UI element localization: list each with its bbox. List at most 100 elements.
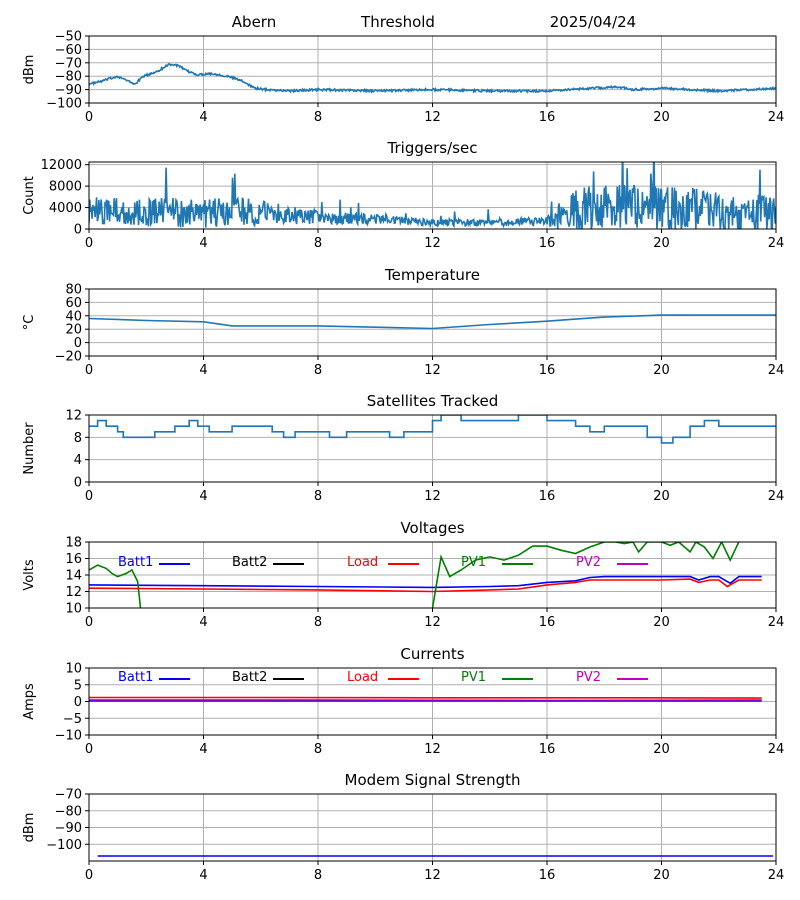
x-tick-label: 4 bbox=[199, 742, 207, 757]
x-tick-label: 0 bbox=[85, 868, 93, 883]
y-tick-label: 40 bbox=[65, 309, 82, 324]
y-tick-label: 12 bbox=[65, 585, 82, 600]
panel-satellites: 0 4 8 12 16 20 24 0 4 8 12 Satellites Tracked Number bbox=[22, 392, 784, 504]
panel-modem: 0 4 8 12 16 20 24 −100 −90 −80−70 Modem Signal Str… bbox=[22, 771, 784, 883]
x-tick-label: 16 bbox=[539, 868, 556, 883]
series-line-pv1 bbox=[431, 542, 740, 608]
series-line-pv1 bbox=[89, 564, 142, 608]
chart-title: Voltages bbox=[400, 519, 464, 537]
y-tick-label: 16 bbox=[65, 552, 82, 567]
series-line-batt1 bbox=[89, 575, 762, 589]
x-tick-label: 24 bbox=[768, 110, 785, 125]
series-line-load bbox=[89, 696, 762, 699]
panel-threshold: 0 4 8 12 16 20 24 −100−90−80−70−60−50 dBm bbox=[22, 30, 784, 126]
x-tick-label: 4 bbox=[199, 236, 207, 251]
x-tick-label: 12 bbox=[424, 110, 441, 125]
y-tick-label: 10 bbox=[65, 602, 82, 617]
y-tick-label: −80 bbox=[55, 70, 82, 85]
x-tick-label: 16 bbox=[539, 110, 556, 125]
legend-label-pv1: PV1 bbox=[461, 670, 486, 685]
x-tick-label: 8 bbox=[314, 615, 322, 630]
y-tick-label: 14 bbox=[65, 569, 82, 584]
y-tick-label: 0 bbox=[74, 695, 82, 710]
x-tick-label: 8 bbox=[314, 363, 322, 378]
x-tick-label: 24 bbox=[768, 615, 785, 630]
x-tick-label: 8 bbox=[314, 489, 322, 504]
x-tick-label: 0 bbox=[85, 615, 93, 630]
x-tick-label: 20 bbox=[653, 110, 670, 125]
mode-label: Threshold bbox=[360, 13, 435, 31]
legend-label-batt1: Batt1 bbox=[118, 555, 153, 570]
series-line-temperature bbox=[89, 314, 776, 330]
y-tick-label: 10 bbox=[65, 662, 82, 677]
x-tick-label: 16 bbox=[539, 742, 556, 757]
x-tick-label: 8 bbox=[314, 868, 322, 883]
chart-title: Satellites Tracked bbox=[367, 392, 498, 410]
y-tick-label: 5 bbox=[74, 678, 82, 693]
chart-title: Modem Signal Strength bbox=[345, 771, 521, 789]
y-tick-label: −80 bbox=[55, 804, 82, 819]
legend-label-pv2: PV2 bbox=[576, 555, 601, 570]
x-tick-label: 12 bbox=[424, 236, 441, 251]
series-line-load bbox=[89, 578, 762, 593]
y-tick-label: 8 bbox=[74, 431, 82, 446]
y-tick-label: 12000 bbox=[41, 158, 82, 173]
series-line-satellites bbox=[89, 415, 776, 444]
y-tick-label: 4 bbox=[74, 453, 82, 468]
x-tick-label: 0 bbox=[85, 742, 93, 757]
x-tick-label: 4 bbox=[199, 363, 207, 378]
legend-label-load: Load bbox=[347, 670, 378, 685]
x-tick-label: 16 bbox=[539, 615, 556, 630]
y-axis-label: Count bbox=[22, 176, 37, 215]
y-tick-label: 60 bbox=[65, 296, 82, 311]
x-tick-label: 24 bbox=[768, 868, 785, 883]
y-tick-label: −50 bbox=[55, 30, 82, 45]
x-tick-label: 20 bbox=[653, 363, 670, 378]
x-tick-label: 24 bbox=[768, 363, 785, 378]
x-tick-label: 4 bbox=[199, 489, 207, 504]
y-axis-label: Amps bbox=[22, 683, 37, 720]
y-tick-label: 4000 bbox=[49, 201, 82, 216]
y-tick-label: −90 bbox=[55, 83, 82, 98]
x-tick-label: 20 bbox=[653, 489, 670, 504]
y-axis-label: dBm bbox=[22, 55, 37, 85]
y-tick-label: 0 bbox=[74, 223, 82, 238]
x-tick-label: 12 bbox=[424, 742, 441, 757]
x-tick-label: 8 bbox=[314, 236, 322, 251]
x-tick-label: 16 bbox=[539, 489, 556, 504]
x-tick-label: 12 bbox=[424, 868, 441, 883]
chart-title: Currents bbox=[400, 645, 464, 663]
x-tick-label: 12 bbox=[424, 489, 441, 504]
y-tick-label: 20 bbox=[65, 323, 82, 338]
series-line-threshold bbox=[89, 62, 776, 94]
y-axis-label: Volts bbox=[22, 559, 37, 591]
x-tick-label: 24 bbox=[768, 489, 785, 504]
y-tick-label: −100 bbox=[46, 97, 82, 112]
legend-label-load: Load bbox=[347, 555, 378, 570]
series-line-triggers bbox=[89, 162, 776, 229]
x-tick-label: 12 bbox=[424, 363, 441, 378]
x-tick-label: 0 bbox=[85, 236, 93, 251]
y-tick-label: −100 bbox=[46, 838, 82, 853]
y-tick-label: 12 bbox=[65, 409, 82, 424]
x-tick-label: 0 bbox=[85, 110, 93, 125]
y-axis-label: dBm bbox=[22, 813, 37, 843]
y-tick-label: 0 bbox=[74, 476, 82, 491]
y-tick-label: −60 bbox=[55, 43, 82, 58]
y-tick-label: −5 bbox=[63, 712, 82, 727]
date-label: 2025/04/24 bbox=[550, 13, 636, 31]
y-tick-label: −20 bbox=[55, 350, 82, 365]
y-axis-label: Number bbox=[22, 422, 37, 475]
x-tick-label: 4 bbox=[199, 615, 207, 630]
station-name: Abern bbox=[232, 13, 276, 31]
y-tick-label: 18 bbox=[65, 536, 82, 551]
legend-label-pv2: PV2 bbox=[576, 670, 601, 685]
y-tick-label: −70 bbox=[55, 788, 82, 803]
y-tick-label: −10 bbox=[55, 729, 82, 744]
legend-label-batt1: Batt1 bbox=[118, 670, 153, 685]
y-tick-label: −70 bbox=[55, 56, 82, 71]
x-tick-label: 20 bbox=[653, 742, 670, 757]
